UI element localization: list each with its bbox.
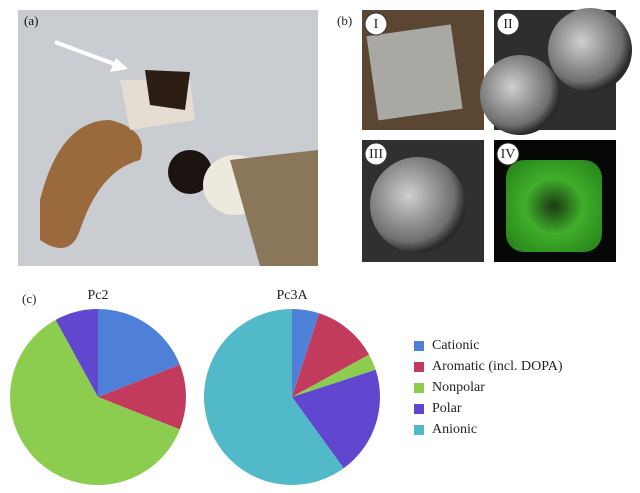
- photo-tag-label: IV: [501, 147, 516, 162]
- photo-tag: [496, 12, 520, 36]
- pie-slice: [98, 364, 186, 430]
- pie-slice: [292, 309, 320, 397]
- photo-iii: [362, 140, 484, 262]
- photo-tag-label: II: [503, 17, 513, 32]
- legend-swatch: [414, 425, 424, 435]
- pie-title: Pc3A: [276, 288, 308, 303]
- photo-tag-label: III: [369, 147, 383, 162]
- photo-ii: [480, 8, 632, 135]
- pie-slice: [98, 309, 180, 397]
- pie-slice: [292, 313, 370, 397]
- pie-slice: [292, 354, 376, 397]
- photo-tag: [364, 12, 388, 36]
- legend-swatch: [414, 383, 424, 393]
- photo-i: [362, 10, 484, 130]
- legend-label: Nonpolar: [432, 380, 485, 395]
- pie-slice: [55, 309, 98, 397]
- photo-tag-label: I: [374, 17, 379, 32]
- panel-label: (c): [22, 291, 36, 306]
- legend-label: Aromatic (incl. DOPA): [432, 359, 563, 374]
- panel-label: (a): [24, 13, 38, 28]
- photo-tag: [496, 142, 520, 166]
- pie-slice: [292, 369, 380, 469]
- photo-a: [18, 10, 318, 266]
- photo-tag: [364, 142, 388, 166]
- pie-title: Pc2: [88, 288, 109, 303]
- legend-label: Anionic: [432, 422, 477, 437]
- legend-label: Polar: [432, 401, 462, 416]
- pie-slice: [203, 309, 344, 485]
- legend-swatch: [414, 404, 424, 414]
- pie-slice: [10, 319, 180, 485]
- legend-label: Cationic: [432, 338, 479, 353]
- legend-swatch: [414, 362, 424, 372]
- legend-swatch: [414, 341, 424, 351]
- panel-label: (b): [337, 13, 352, 28]
